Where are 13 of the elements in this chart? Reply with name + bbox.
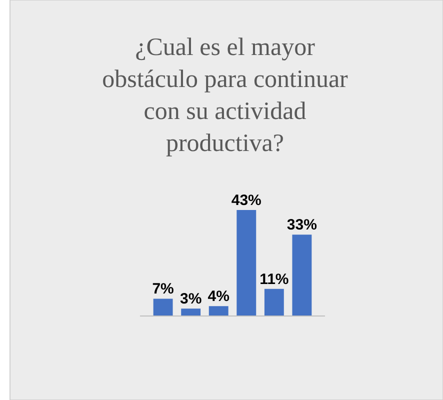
chart-title: ¿Cual es el mayor obstáculo para continuar con su actividad productiva? bbox=[102, 34, 349, 157]
bar bbox=[236, 210, 256, 316]
bar bbox=[264, 288, 284, 316]
data-label: 11% bbox=[260, 270, 289, 288]
data-label: 7% bbox=[152, 280, 174, 298]
data-label: 43% bbox=[231, 192, 262, 209]
bar bbox=[181, 308, 201, 316]
bar bbox=[208, 306, 228, 316]
bar bbox=[153, 298, 173, 316]
data-label: 3% bbox=[180, 290, 202, 308]
data-label: 4% bbox=[208, 288, 230, 306]
data-label: 33% bbox=[286, 216, 317, 234]
bar bbox=[292, 234, 312, 316]
